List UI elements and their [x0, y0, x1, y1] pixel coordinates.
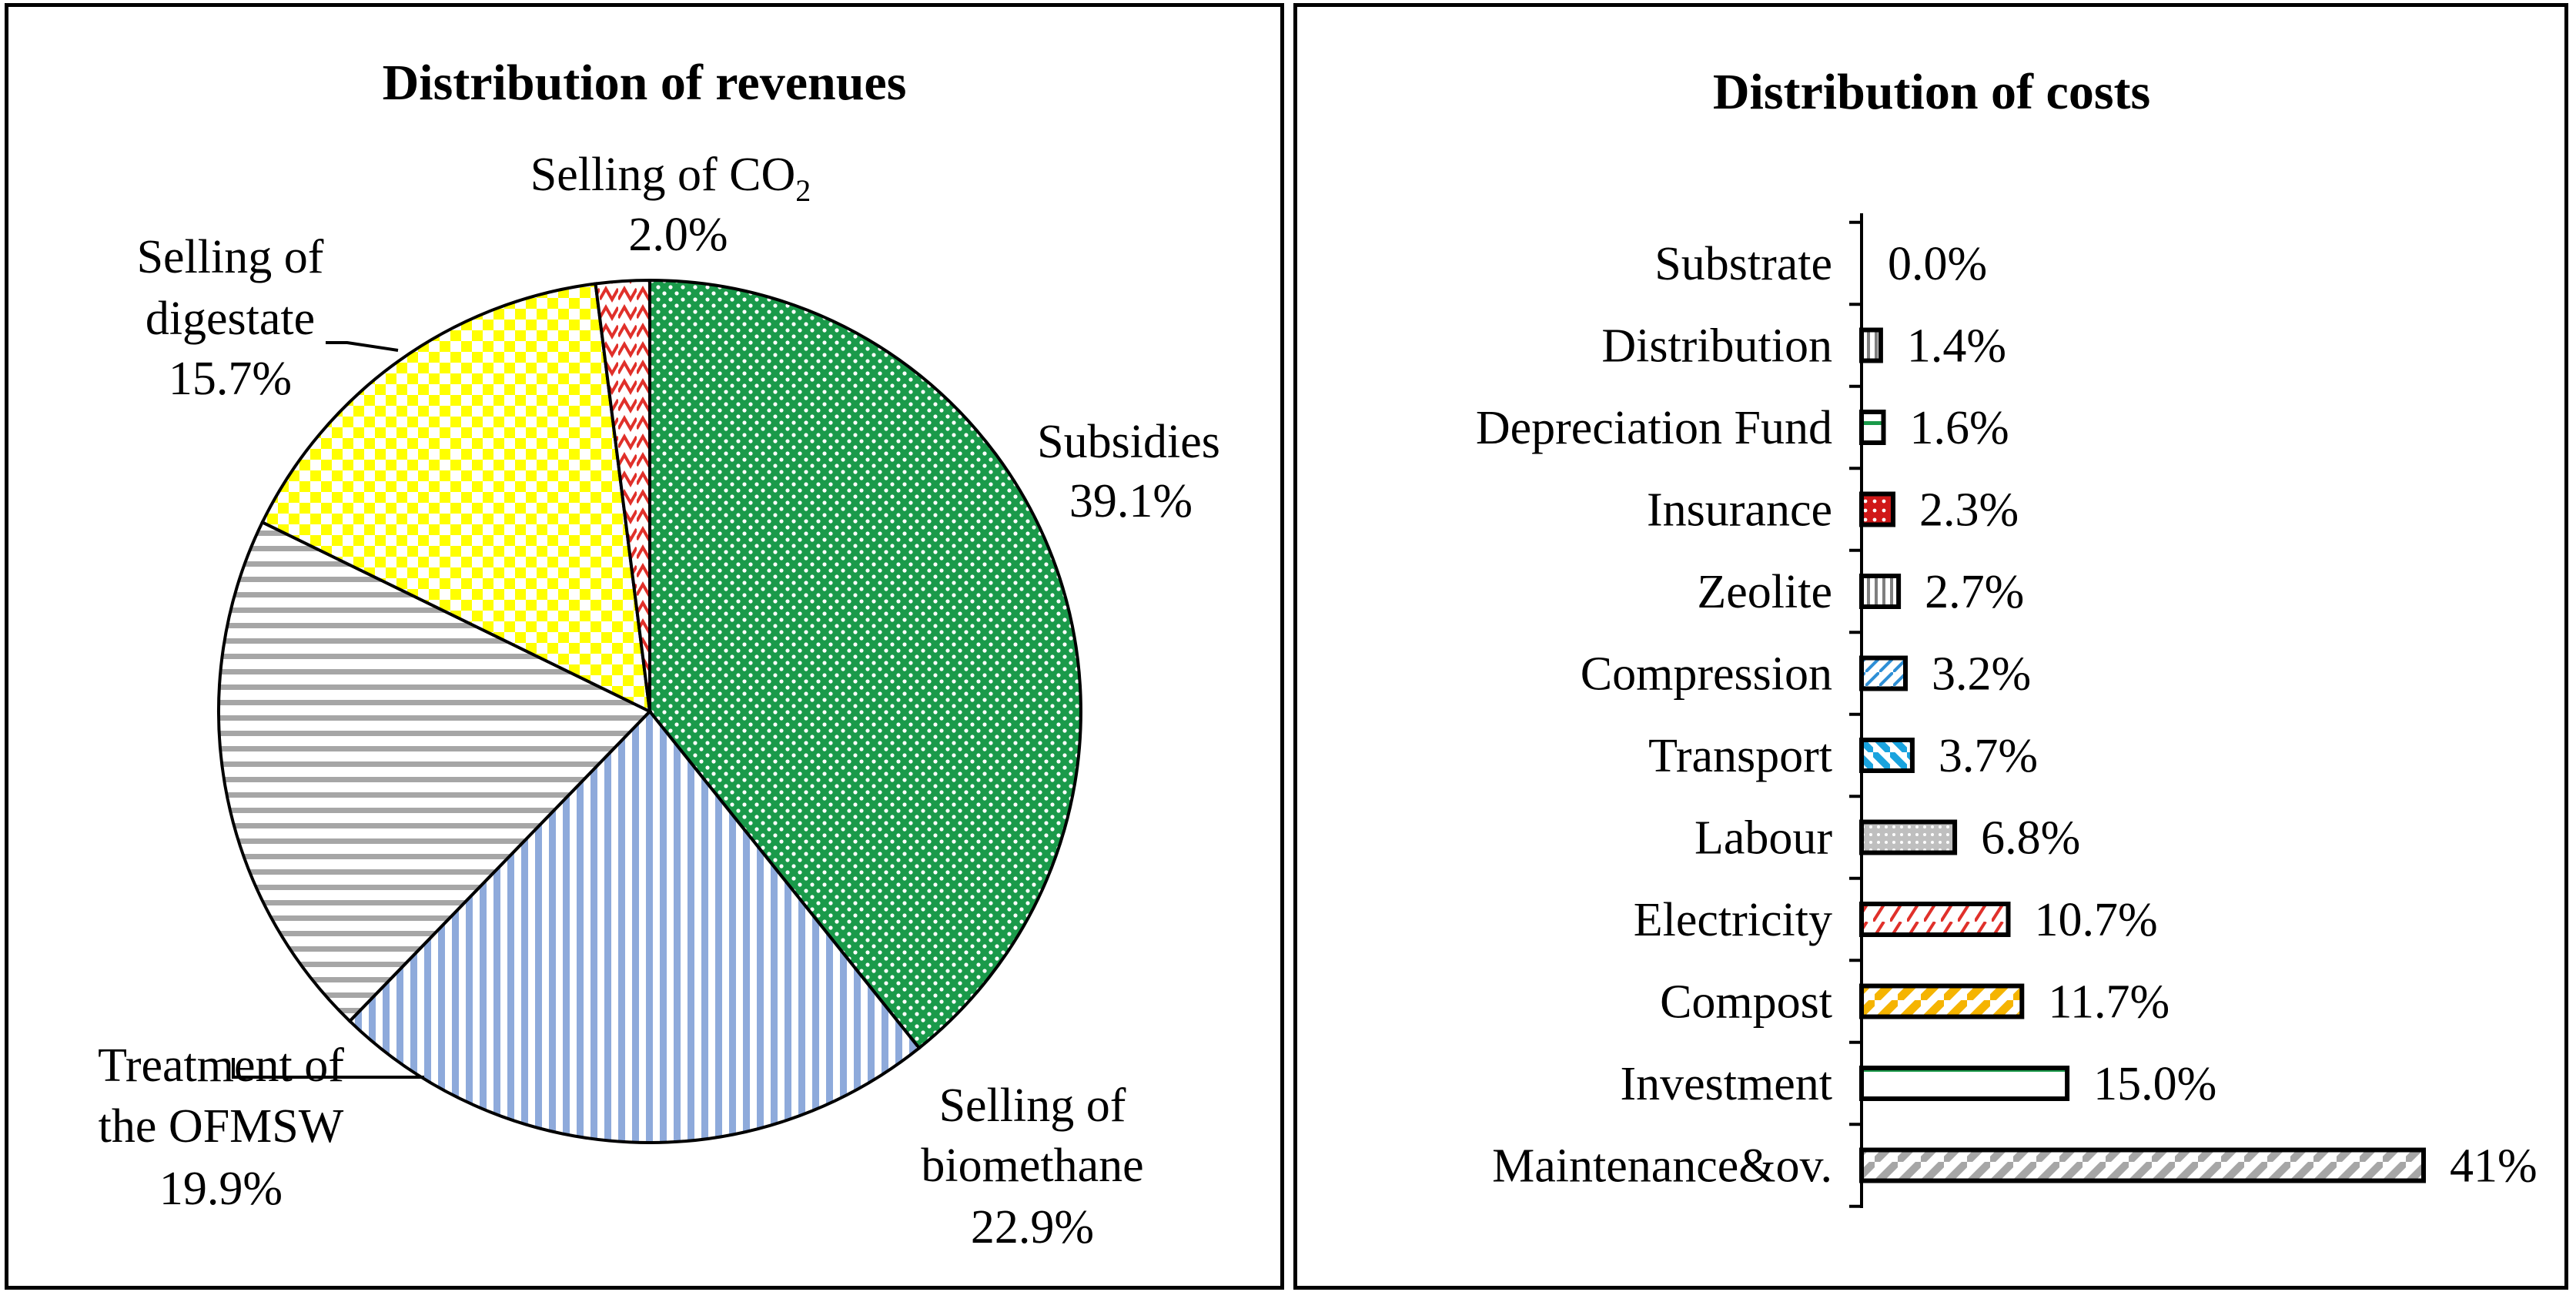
bar-compost: [1859, 983, 2025, 1019]
ofmsw-leader-line: [232, 1058, 424, 1079]
bar-transport: [1859, 738, 1915, 773]
value-label-zeolite: 2.7%: [1925, 566, 2024, 618]
value-label-investment: 15.0%: [2093, 1058, 2216, 1110]
pie-slice-selling-of-biomethane: [347, 708, 922, 1144]
pie-slice-subsidies: [648, 278, 1082, 1051]
value-label-depreciation-fund: 1.6%: [1909, 402, 2009, 454]
bar-compression: [1859, 655, 1908, 691]
value-label-insurance: 2.3%: [1919, 484, 2019, 537]
revenue-chart-panel: Distribution of revenues Subsidies 39.1%…: [5, 3, 1284, 1290]
value-label-maintenance-ov: 41%: [2450, 1140, 2538, 1193]
label-co2-name: Selling of CO2: [530, 149, 811, 208]
bar-distribution: [1859, 327, 1883, 363]
category-label-substrate: Substrate: [1654, 238, 1832, 290]
label-co2-value: 2.0%: [628, 209, 728, 261]
label-subsidies-value: 39.1%: [1069, 475, 1193, 527]
category-label-distribution: Distribution: [1601, 320, 1832, 373]
bar-insurance: [1859, 491, 1895, 527]
value-label-compression: 3.2%: [1932, 648, 2031, 701]
label-ofmsw-line2: the OFMSW: [99, 1100, 344, 1153]
category-label-investment: Investment: [1621, 1058, 1833, 1110]
label-digestate-value: 15.7%: [169, 353, 292, 405]
bar-labour: [1859, 819, 1958, 855]
pie-slice-selling-of-digestate: [260, 282, 652, 715]
category-label-insurance: Insurance: [1647, 484, 1832, 537]
bar-depreciation-fund: [1859, 410, 1886, 445]
cost-chart-panel: Distribution of costs Substrate 0.0% Distr…: [1293, 3, 2568, 1290]
label-biomethane-value: 22.9%: [971, 1201, 1094, 1253]
label-subsidies-name: Subsidies: [1037, 416, 1220, 468]
value-label-distribution: 1.4%: [1907, 320, 2006, 373]
label-ofmsw-value: 19.9%: [159, 1163, 283, 1215]
bar-zeolite: [1859, 574, 1902, 609]
cost-bar-chart: Distribution of costs Substrate 0.0% Distr…: [1476, 64, 2538, 1208]
category-label-transport: Transport: [1648, 730, 1832, 782]
revenue-pie-chart: Distribution of revenues Subsidies 39.1%…: [98, 55, 1220, 1253]
digestate-leader-line: [326, 341, 399, 352]
label-biomethane-line2: biomethane: [921, 1140, 1143, 1192]
bar-maintenance-ov: [1859, 1147, 2426, 1183]
category-label-depreciation-fund: Depreciation Fund: [1476, 402, 1832, 454]
bar-electricity: [1859, 902, 2011, 937]
label-ofmsw-line1: Treatment of: [98, 1039, 344, 1092]
category-label-electricity: Electricity: [1634, 894, 1832, 946]
value-label-transport: 3.7%: [1939, 730, 2038, 782]
bar-investment: [1859, 1066, 2070, 1101]
value-label-labour: 6.8%: [1981, 812, 2080, 865]
value-label-substrate: 0.0%: [1888, 238, 1987, 290]
value-label-compost: 11.7%: [2048, 976, 2170, 1029]
label-digestate-line2: digestate: [146, 293, 315, 345]
category-label-maintenance-ov: Maintenance&ov.: [1492, 1140, 1832, 1193]
label-digestate-line1: Selling of: [137, 231, 324, 283]
pie-slice-selling-of-co2: [594, 278, 651, 712]
category-label-compost: Compost: [1660, 976, 1832, 1029]
cost-chart-title: Distribution of costs: [1713, 64, 2150, 120]
revenue-chart-title: Distribution of revenues: [383, 55, 907, 111]
category-label-labour: Labour: [1694, 812, 1832, 865]
category-label-compression: Compression: [1581, 648, 1832, 701]
pie-slice-treatment-of-the-ofmsw: [217, 520, 653, 1024]
value-label-electricity: 10.7%: [2035, 894, 2158, 946]
label-biomethane-line1: Selling of: [939, 1079, 1126, 1132]
category-label-zeolite: Zeolite: [1697, 566, 1832, 618]
